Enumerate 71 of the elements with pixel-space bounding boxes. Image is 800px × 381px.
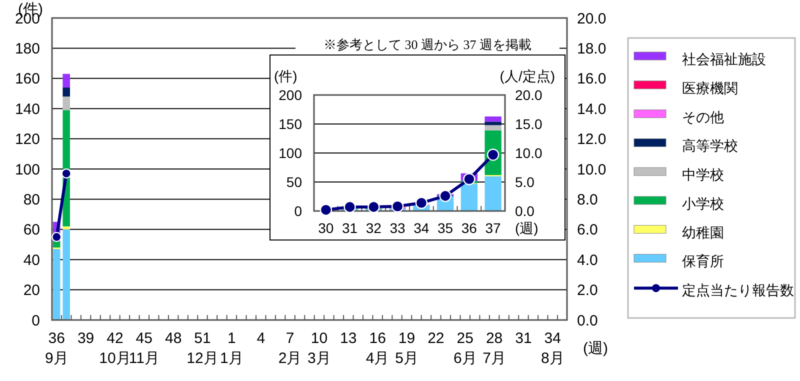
- legend-label: 保育所: [682, 253, 724, 270]
- y-tick-label: 180: [14, 40, 40, 58]
- x-axis-title: (週): [515, 220, 538, 236]
- x-tick-label: 4: [256, 330, 266, 347]
- y-tick-label: 100: [14, 161, 40, 178]
- y2-tick-label: 15.0: [515, 116, 542, 132]
- x-tick-label: 36: [461, 220, 478, 236]
- x-tick-label: 16 4月: [366, 330, 390, 367]
- x-tick-label: 33: [390, 220, 406, 236]
- y2-tick-label: 12.0: [577, 131, 606, 148]
- legend-label: 高等学校: [682, 138, 738, 154]
- legend-label: 小学校: [682, 195, 724, 212]
- y-tick-label: 140: [14, 100, 40, 118]
- x-tick-label: 31: [342, 220, 358, 236]
- y-tick-label: 200: [278, 86, 302, 103]
- y-tick-label: 80: [23, 191, 40, 208]
- x-tick-label: 13: [340, 330, 357, 347]
- y2-tick-label: 18.0: [577, 40, 606, 58]
- y2-tick-label: 4.0: [577, 252, 598, 269]
- y-tick-label: 40: [23, 252, 40, 269]
- x-tick-label: 39: [77, 330, 94, 347]
- x-tick-label: 36 9月: [44, 330, 68, 367]
- x-tick-label: 19 5月: [395, 330, 418, 367]
- legend-label: 定点当たり報告数: [682, 282, 794, 298]
- y-tick-label: 100: [278, 144, 302, 161]
- legend-label: 中学校: [682, 166, 724, 183]
- y-tick-label: 0: [32, 312, 40, 330]
- x-tick-label: 37: [485, 220, 502, 236]
- x-tick-label: 7 2月: [278, 330, 302, 367]
- x-tick-label: 10 3月: [308, 330, 331, 367]
- legend-label: その他: [682, 108, 724, 125]
- x-tick-label: 22: [428, 330, 444, 347]
- y2-tick-label: 2.0: [577, 282, 598, 300]
- legend-label: 医療機関: [682, 80, 738, 96]
- x-tick-label: 42 10月: [99, 330, 131, 367]
- annotation: ※参考として 30 週から 37 週を掲載: [324, 37, 532, 52]
- y2-tick-label: 0.0: [577, 312, 598, 330]
- y2-tick-label: 20.0: [515, 86, 542, 103]
- legend-label: 幼稚園: [682, 224, 724, 240]
- y-axis-title: (件): [274, 68, 298, 84]
- y-tick-label: 0: [294, 202, 302, 219]
- y2-axis-title: (人/定点): [500, 68, 555, 84]
- x-tick-label: 1 1月: [220, 330, 244, 367]
- y2-tick-label: 6.0: [577, 222, 598, 239]
- y2-tick-label: 10.0: [515, 144, 542, 161]
- y2-tick-label: 10.0: [577, 161, 606, 178]
- y-tick-label: 150: [278, 116, 302, 132]
- y2-tick-label: 14.0: [577, 100, 606, 118]
- x-tick-label: 28 7月: [482, 330, 506, 367]
- x-axis-title: (週): [583, 340, 608, 357]
- x-tick-label: 48: [164, 330, 182, 347]
- x-tick-label: 34: [414, 220, 430, 236]
- x-tick-label: 30: [318, 220, 334, 236]
- x-tick-label: 34 8月: [540, 330, 564, 367]
- y-tick-label: 120: [14, 131, 40, 148]
- x-tick-label: 45 11月: [128, 330, 160, 367]
- y2-tick-label: 8.0: [577, 191, 598, 208]
- y-tick-label: 60: [23, 222, 40, 239]
- y-tick-label: 20: [23, 282, 40, 300]
- legend-label: 社会福祉施設: [682, 51, 766, 67]
- x-tick-label: 25 6月: [453, 330, 477, 367]
- y2-tick-label: 16.0: [577, 70, 606, 88]
- x-tick-label: 32: [366, 220, 382, 236]
- y2-tick-label: 0.0: [515, 202, 535, 219]
- x-tick-label: 51 12月: [186, 330, 218, 367]
- x-tick-label: 35: [438, 220, 454, 236]
- x-tick-label: 31: [515, 330, 532, 347]
- y2-tick-label: 20.0: [577, 10, 606, 28]
- y-tick-label: 160: [14, 70, 40, 88]
- y2-tick-label: 5.0: [515, 174, 535, 190]
- y-tick-label: 50: [286, 174, 302, 190]
